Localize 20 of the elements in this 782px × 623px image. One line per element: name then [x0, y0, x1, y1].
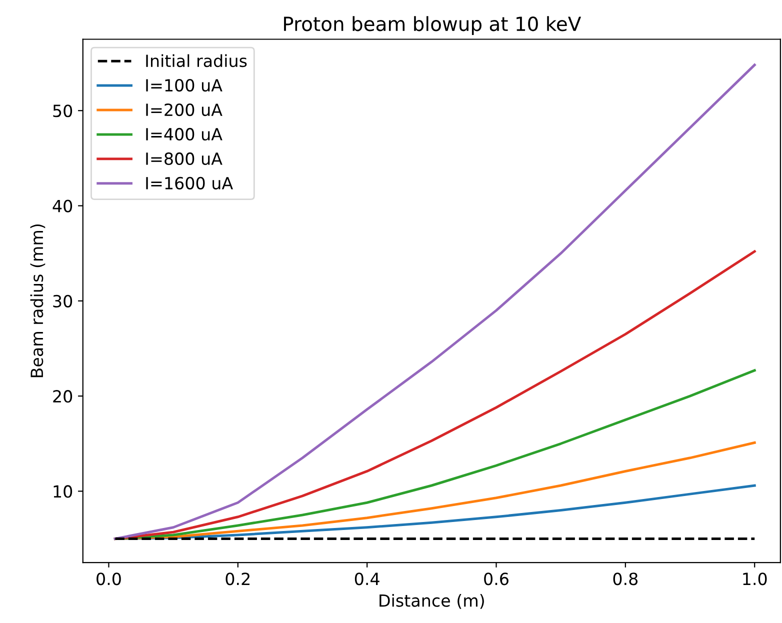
- legend-label: I=1600 uA: [146, 176, 233, 190]
- y-axis-title: Beam radius (mm): [30, 224, 46, 378]
- y-tick-label: 10: [54, 485, 72, 498]
- y-tick-label: 20: [53, 390, 72, 403]
- y-tick-label: 50: [53, 104, 72, 118]
- y-tick-label: 30: [53, 294, 72, 308]
- legend-label: I=200 uA: [146, 103, 222, 116]
- x-tick-label: 0.6: [484, 572, 508, 586]
- legend-label: I=100 uA: [146, 79, 222, 92]
- x-tick-label: 0.2: [226, 572, 250, 586]
- legend-label: I=800 uA: [146, 152, 222, 166]
- x-tick-label: 0.8: [613, 572, 638, 586]
- x-tick-label: 1.0: [743, 572, 767, 586]
- x-axis-title: Distance (m): [380, 594, 484, 609]
- x-tick-label: 0.4: [354, 572, 380, 586]
- chart-title: Proton beam blowup at 10 keV: [284, 16, 582, 35]
- y-tick-label: 40: [52, 200, 72, 212]
- legend-label: Initial radius: [146, 54, 247, 68]
- legend-label: I=400 uA: [146, 128, 222, 141]
- x-tick-label: 0.0: [96, 572, 121, 586]
